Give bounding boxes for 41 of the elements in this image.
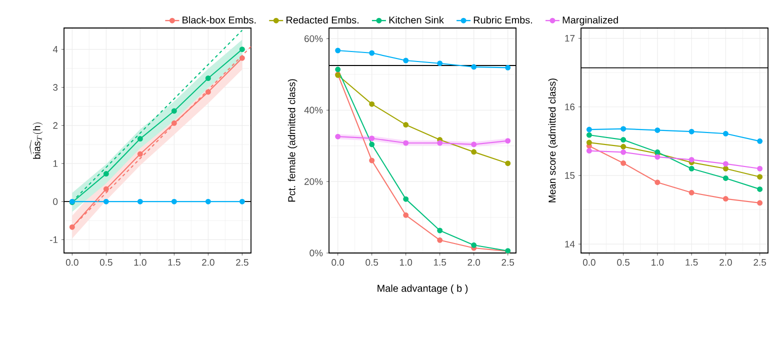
x-tick-label: 2.0: [202, 259, 214, 266]
x-tick-label: 2.0: [720, 259, 732, 266]
y-axis-title: Pct. female (admitted class): [288, 79, 298, 202]
x-tick-label: 2.5: [754, 259, 766, 266]
y-tick-label: 2: [53, 122, 58, 129]
x-tick-label: 1.5: [686, 259, 698, 266]
y-tick-label: 17: [565, 35, 575, 42]
x-tick-label: 0.0: [66, 259, 78, 266]
y-tick-label: 40%: [304, 106, 323, 114]
y-tick-label: -1: [50, 236, 58, 243]
legend-label: Marginalized: [562, 16, 618, 26]
y-tick-label: 16: [565, 104, 575, 110]
legend-label: Rubric Embs.: [474, 16, 532, 24]
x-tick-label: 0.5: [366, 259, 378, 266]
y-tick-label: 4: [52, 46, 58, 53]
x-tick-label: 0.5: [617, 259, 630, 266]
y-tick-label: 14: [565, 240, 575, 248]
y-tick-label: 60%: [304, 35, 323, 42]
legend-label: Black-box Embs.: [182, 16, 256, 24]
x-tick-label: 2.5: [236, 259, 248, 266]
x-tick-label: 0.0: [332, 259, 344, 266]
x-tick-label: 1.5: [434, 259, 446, 266]
x-axis-title: Male advantage ( b ): [378, 284, 468, 294]
y-tick-label: 1: [53, 160, 58, 167]
y-tick-label: 15: [565, 172, 575, 179]
legend-label: Redacted Embs.: [286, 16, 358, 24]
x-tick-label: 0.5: [100, 259, 112, 266]
x-tick-label: 0.0: [582, 259, 596, 266]
x-tick-label: 1.0: [134, 259, 146, 266]
y-axis-title: $\widehat{\mathrm{bias}_{T}}\mathrm{(h)}$: [30, 122, 43, 159]
y-tick-label: 0%: [310, 250, 323, 256]
x-tick-label: 2.0: [468, 259, 480, 266]
legend-label: Kitchen Sink: [389, 16, 444, 24]
x-tick-label: 2.5: [502, 259, 514, 266]
x-tick-label: 1.5: [168, 259, 180, 266]
y-tick-label: 20%: [304, 178, 323, 185]
x-tick-label: 1.0: [652, 259, 664, 266]
y-axis-title: Mean score (admitted class): [548, 78, 558, 202]
y-tick-label: 3: [53, 84, 58, 91]
x-tick-label: 1.0: [400, 259, 412, 266]
y-tick-label: 0: [53, 198, 58, 205]
